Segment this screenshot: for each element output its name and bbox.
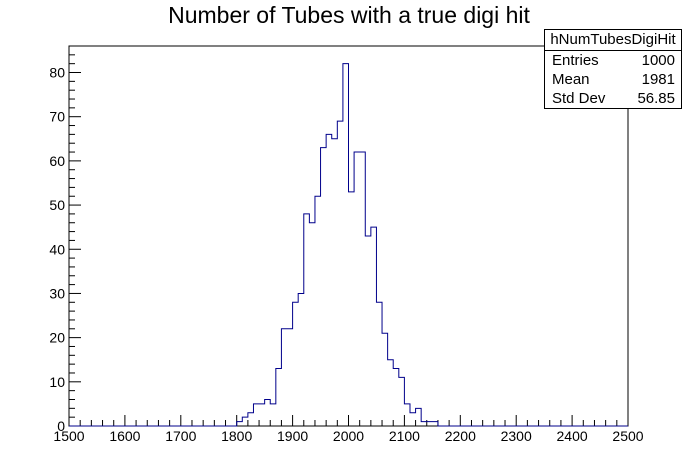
stats-stddev-label: Std Dev — [552, 90, 606, 107]
y-tick-label: 20 — [49, 330, 65, 346]
y-tick-label: 30 — [49, 285, 65, 301]
x-tick-label: 2000 — [333, 428, 364, 444]
x-axis: 1500 1600 1700 1800 1900 2000 2100 2200 2300 2400… — [53, 415, 644, 444]
x-tick-label: 2200 — [445, 428, 476, 444]
stats-entries-value: 1000 — [641, 52, 675, 69]
stats-entries-label: Entries — [552, 52, 599, 69]
stats-box-name: hNumTubesDigiHit — [545, 30, 681, 51]
y-tick-label: 40 — [49, 241, 65, 257]
y-tick-label: 10 — [49, 374, 65, 390]
y-tick-label: 50 — [49, 197, 65, 213]
stats-box: hNumTubesDigiHit Entries 1000 Mean 1981 … — [544, 29, 682, 109]
y-tick-label: 0 — [57, 418, 65, 434]
x-tick-label: 1700 — [165, 428, 196, 444]
x-tick-label: 2100 — [389, 428, 420, 444]
stats-stddev-value: 56.85 — [637, 90, 675, 107]
x-tick-label: 1800 — [221, 428, 252, 444]
x-tick-label: 1500 — [53, 428, 84, 444]
y-tick-label: 80 — [49, 65, 65, 81]
x-tick-label: 1600 — [109, 428, 140, 444]
x-tick-label: 2400 — [557, 428, 588, 444]
x-tick-label: 2500 — [612, 428, 643, 444]
y-axis: 0 10 20 30 40 50 60 70 80 — [49, 45, 81, 434]
histogram-series-line — [69, 63, 628, 427]
chart-title: Number of Tubes with a true digi hit — [168, 2, 530, 28]
stats-row-stddev: Std Dev 56.85 — [545, 89, 681, 108]
stats-row-mean: Mean 1981 — [545, 70, 681, 89]
y-tick-label: 70 — [49, 109, 65, 125]
x-tick-label: 1900 — [277, 428, 308, 444]
x-tick-label: 2300 — [501, 428, 532, 444]
stats-row-entries: Entries 1000 — [545, 51, 681, 70]
stats-mean-label: Mean — [552, 71, 590, 88]
y-tick-label: 60 — [49, 153, 65, 169]
stats-mean-value: 1981 — [641, 71, 675, 88]
